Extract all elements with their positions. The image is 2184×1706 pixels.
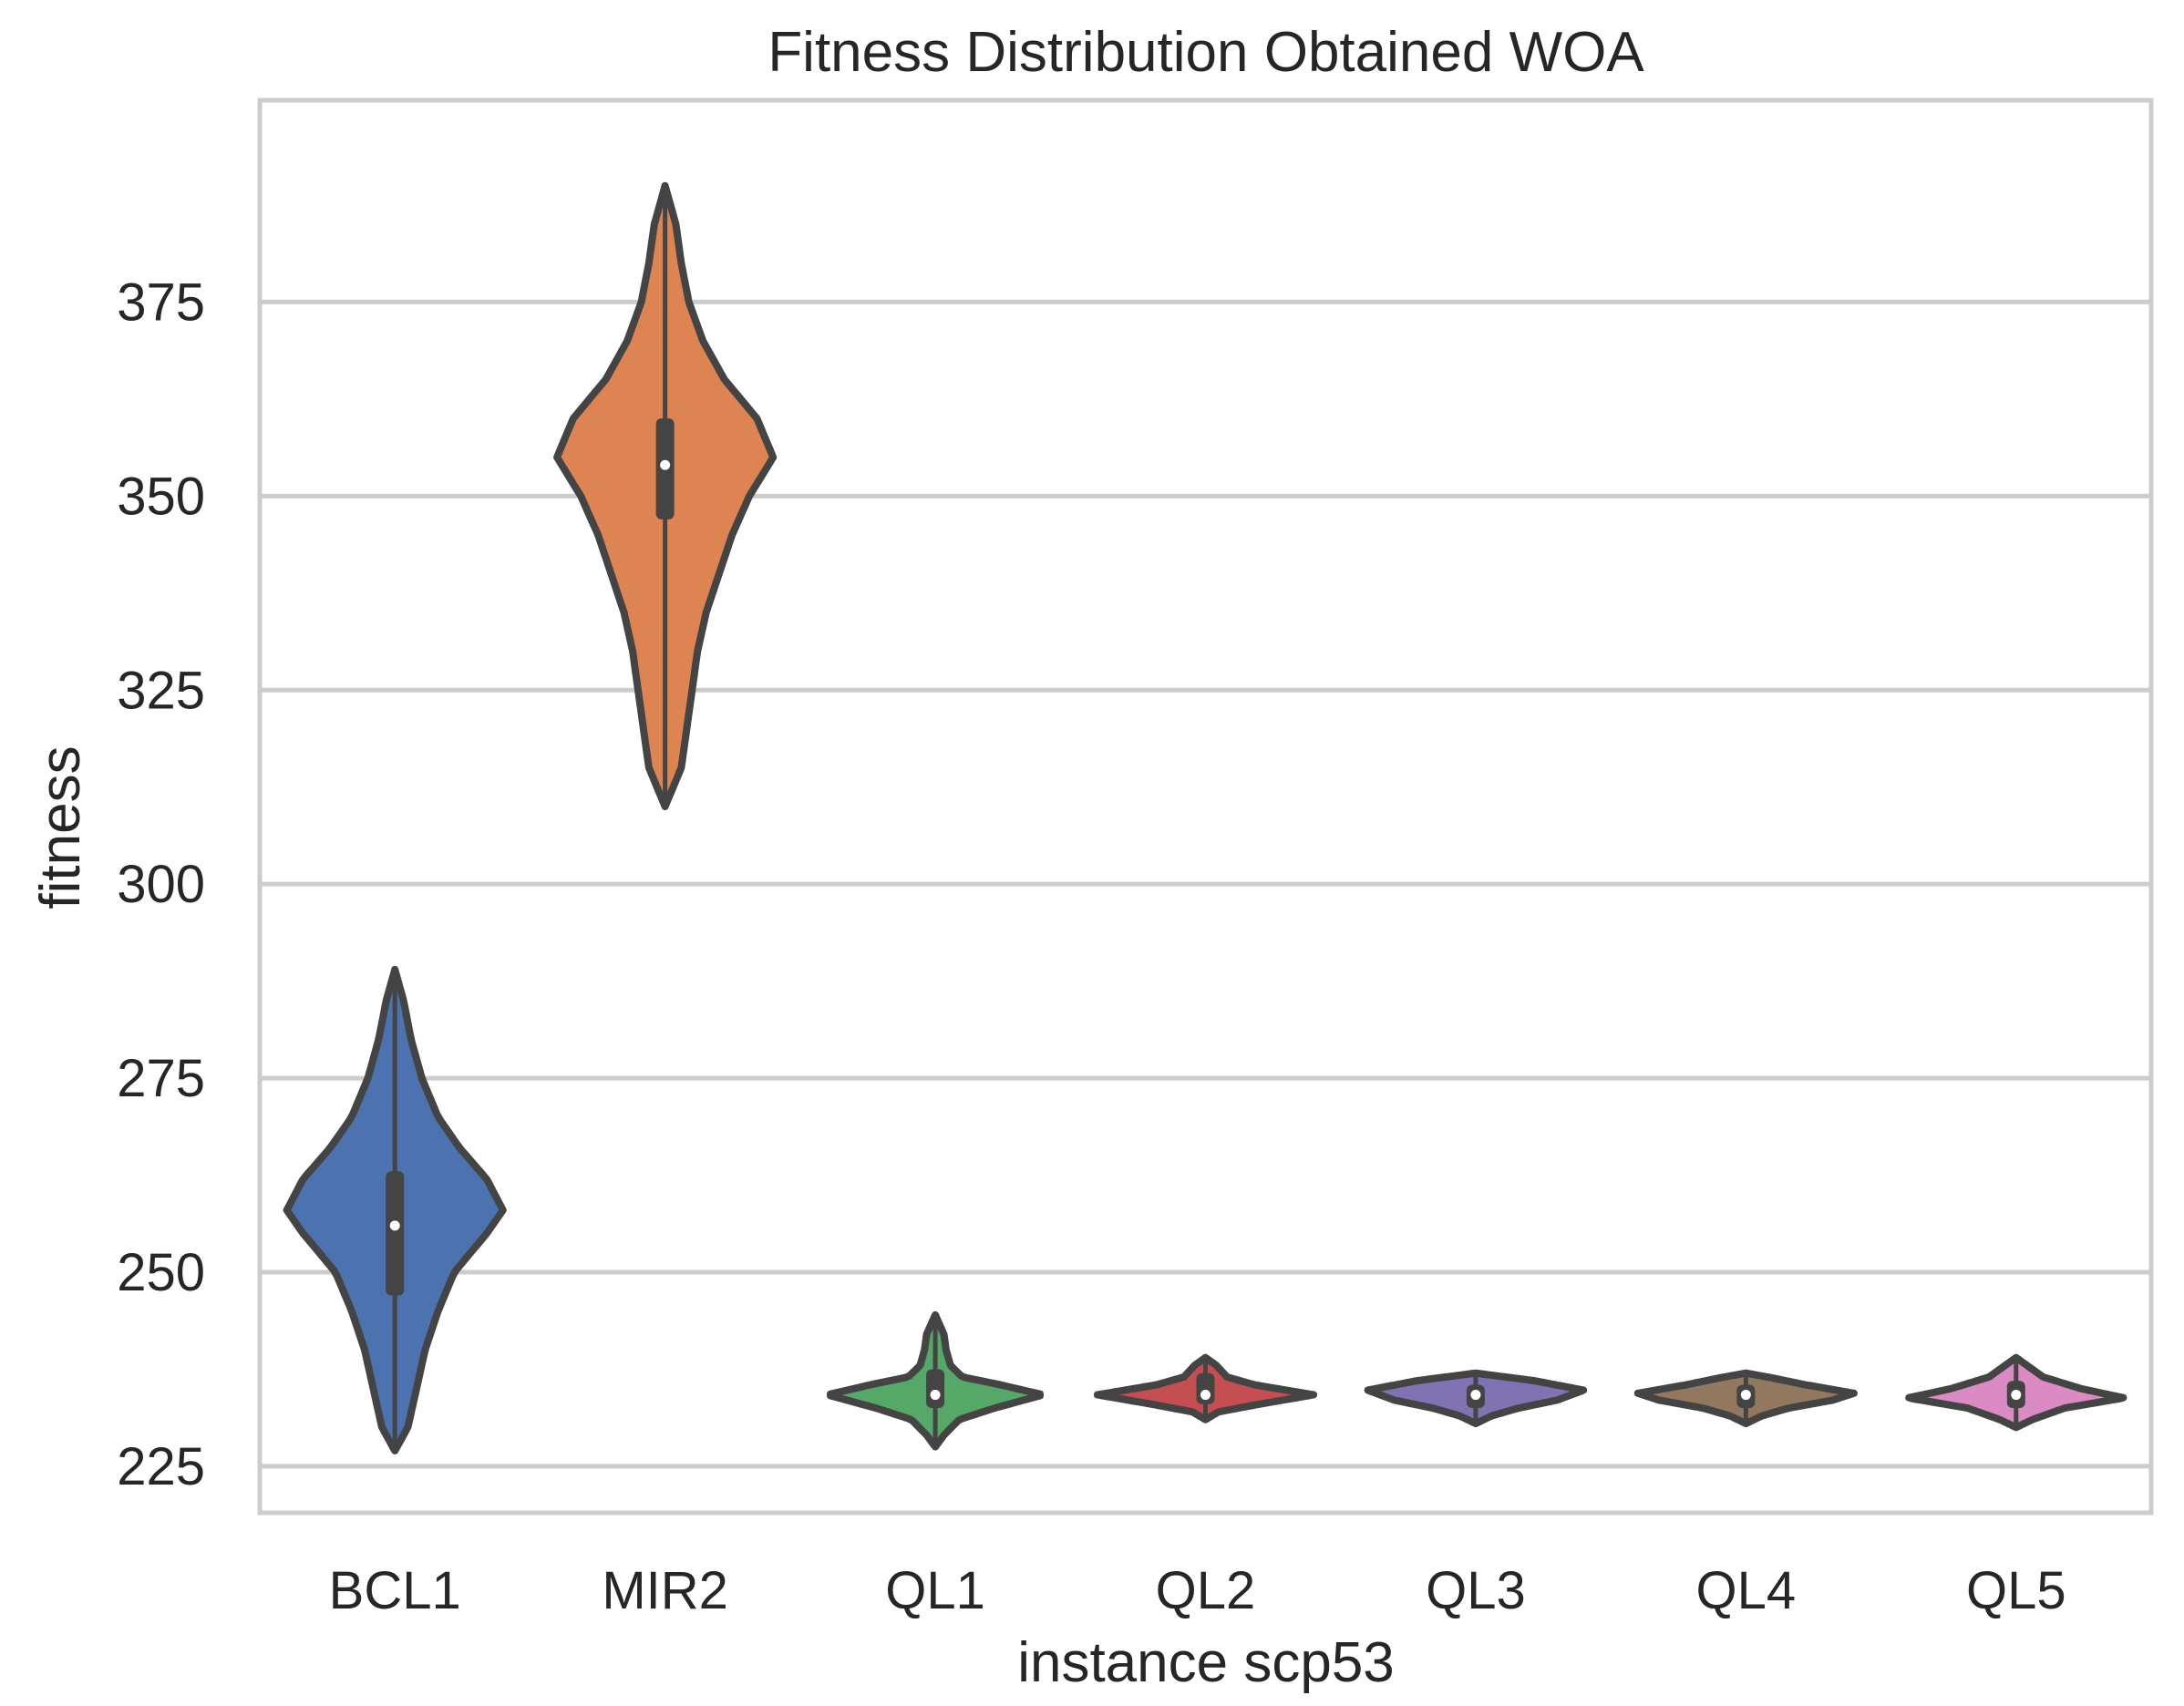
y-tick-label: 250: [117, 1243, 205, 1302]
median-point: [1470, 1390, 1481, 1401]
x-tick-label: QL3: [1426, 1561, 1526, 1620]
median-point: [2011, 1390, 2022, 1401]
plot-frame: [257, 98, 2154, 1516]
median-point: [389, 1220, 400, 1231]
x-tick-label: QL2: [1156, 1561, 1256, 1620]
y-tick-label: 275: [117, 1049, 205, 1108]
x-tick-label: QL1: [885, 1561, 985, 1620]
x-tick-label: QL5: [1966, 1561, 2066, 1620]
median-point: [930, 1390, 941, 1401]
y-tick-label: 225: [117, 1437, 205, 1496]
median-point: [660, 459, 671, 470]
violin-ql3: [1364, 1369, 1588, 1428]
violin-ql5: [1905, 1353, 2127, 1432]
y-tick-label: 350: [117, 467, 205, 526]
chart-title: Fitness Distribution Obtained WOA: [767, 21, 1644, 84]
y-tick-label: 300: [117, 855, 205, 914]
x-tick-label: MIR2: [602, 1561, 728, 1620]
y-tick-label: 375: [117, 272, 205, 332]
y-tick-label: 325: [117, 661, 205, 720]
y-axis-label: fitness: [29, 745, 92, 909]
iqr-box: [386, 1171, 405, 1296]
x-tick-label: BCL1: [329, 1561, 461, 1620]
violins: [283, 181, 2127, 1454]
tick-labels: 225 250 275 300 325 350 375 BCL1 MIR2 QL1 QL2 QL3 QL…: [117, 272, 2066, 1620]
x-axis-label: instance scp53: [1017, 1631, 1395, 1694]
violin-ql1: [827, 1310, 1045, 1451]
violin-mir2: [553, 181, 778, 810]
violin-bcl1: [283, 965, 507, 1454]
median-point: [1200, 1390, 1210, 1401]
violin-ql2: [1093, 1353, 1318, 1423]
gridlines: [260, 299, 2151, 1469]
iqr-box: [926, 1369, 945, 1409]
violin-ql4: [1633, 1369, 1858, 1428]
x-tick-label: QL4: [1696, 1561, 1797, 1620]
median-point: [1740, 1390, 1751, 1401]
